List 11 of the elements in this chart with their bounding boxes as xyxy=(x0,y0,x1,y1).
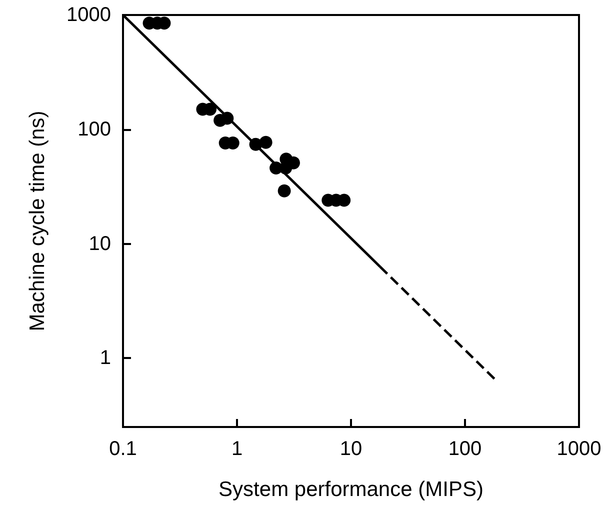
x-tick-label: 1000 xyxy=(556,438,602,460)
y-tick-label: 10 xyxy=(88,232,111,255)
y-tick-label: 1 xyxy=(100,347,111,370)
x-axis-title: System performance (MIPS) xyxy=(218,478,484,501)
y-axis-title: Machine cycle time (ns) xyxy=(26,110,49,332)
y-tick-label: 100 xyxy=(78,118,111,140)
x-tick-label: 10 xyxy=(340,438,362,460)
x-tick-label: 1 xyxy=(231,438,243,460)
y-tick-label: 1000 xyxy=(66,4,111,26)
x-tick-label: 0.1 xyxy=(109,438,137,460)
x-tick-label: 100 xyxy=(448,438,482,460)
